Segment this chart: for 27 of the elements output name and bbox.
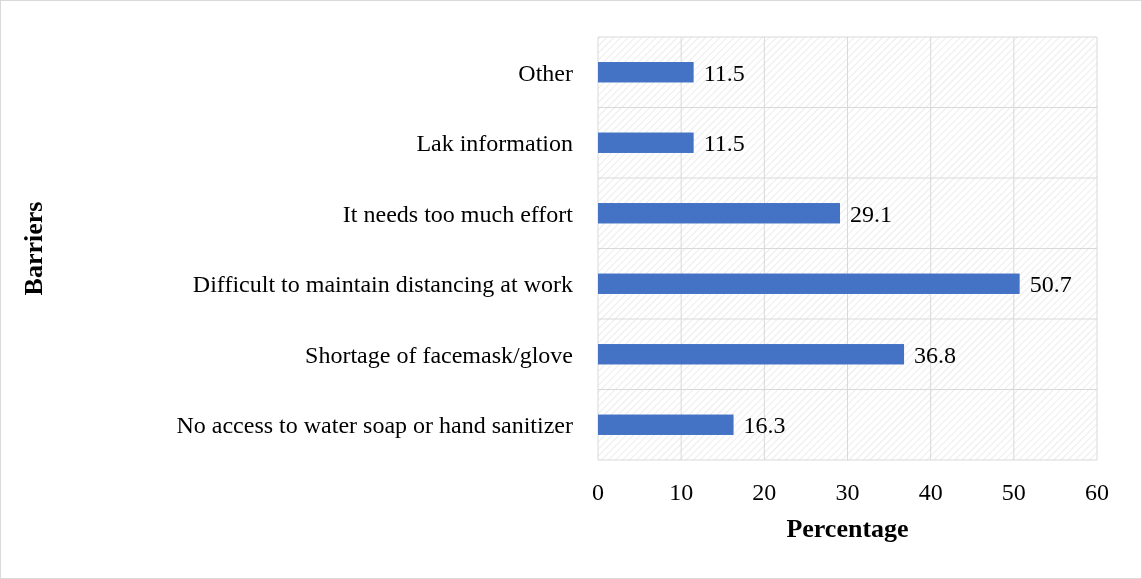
data-label: 11.5 (703, 59, 745, 86)
x-tick-label: 40 (918, 479, 943, 505)
bar (598, 414, 734, 435)
bar (598, 273, 1020, 294)
data-label: 29.1 (850, 200, 893, 227)
y-tick-label: Other (518, 59, 573, 86)
y-axis-title: Barriers (19, 201, 48, 296)
x-tick-label: 20 (752, 479, 777, 505)
data-label: 16.3 (743, 412, 786, 439)
x-tick-label: 0 (592, 479, 604, 505)
y-tick-label: Shortage of facemask/glove (305, 341, 573, 368)
bar (598, 62, 694, 83)
x-axis-title: Percentage (786, 514, 909, 543)
y-tick-label: Difficult to maintain distancing at work (192, 271, 573, 298)
x-tick-label: 10 (669, 479, 694, 505)
y-tick-label: Lak information (416, 130, 573, 157)
y-tick-label: It needs too much effort (342, 200, 574, 227)
bar (598, 203, 841, 224)
x-tick-label: 30 (835, 479, 860, 505)
bar (598, 344, 905, 365)
bar (598, 132, 694, 153)
data-label: 50.7 (1029, 271, 1072, 298)
x-tick-label: 50 (1001, 479, 1026, 505)
data-label: 36.8 (914, 341, 957, 368)
y-tick-label: No access to water soap or hand sanitizer (176, 412, 574, 439)
data-label: 11.5 (703, 130, 745, 157)
x-tick-label: 60 (1085, 479, 1109, 505)
